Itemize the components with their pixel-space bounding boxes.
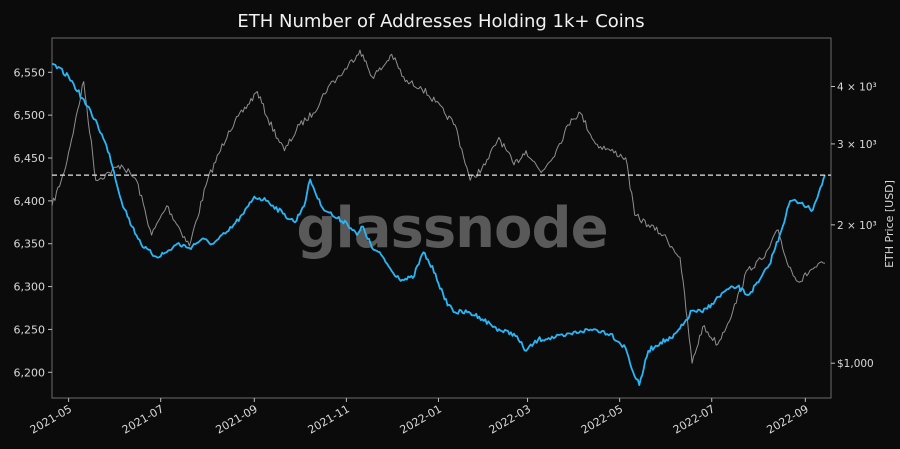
- chart-title: ETH Number of Addresses Holding 1k+ Coin…: [237, 11, 644, 32]
- y2-tick-label: 2 × 10³: [837, 220, 877, 232]
- y-tick-label: 6,550: [14, 66, 46, 79]
- y-tick-label: 6,400: [14, 195, 46, 208]
- y2-tick-label: $1,000: [837, 358, 874, 370]
- right-axis-label: ETH Price [USD]: [883, 180, 896, 268]
- y-tick-label: 6,250: [14, 323, 46, 336]
- y2-tick-label: 3 × 10³: [837, 139, 877, 151]
- plot-frame: [51, 37, 832, 399]
- y-tick-label: 6,300: [14, 281, 46, 294]
- y-tick-label: 6,450: [14, 152, 46, 165]
- y-tick-label: 6,500: [14, 109, 46, 122]
- watermark-logo: glassnode: [296, 196, 607, 261]
- y-tick-label: 6,350: [14, 238, 46, 251]
- y-tick-label: 6,200: [14, 366, 46, 379]
- y2-tick-label: 4 × 10³: [837, 81, 877, 93]
- series-line-addresses: [51, 62, 826, 386]
- series-line-eth-price: [51, 49, 826, 364]
